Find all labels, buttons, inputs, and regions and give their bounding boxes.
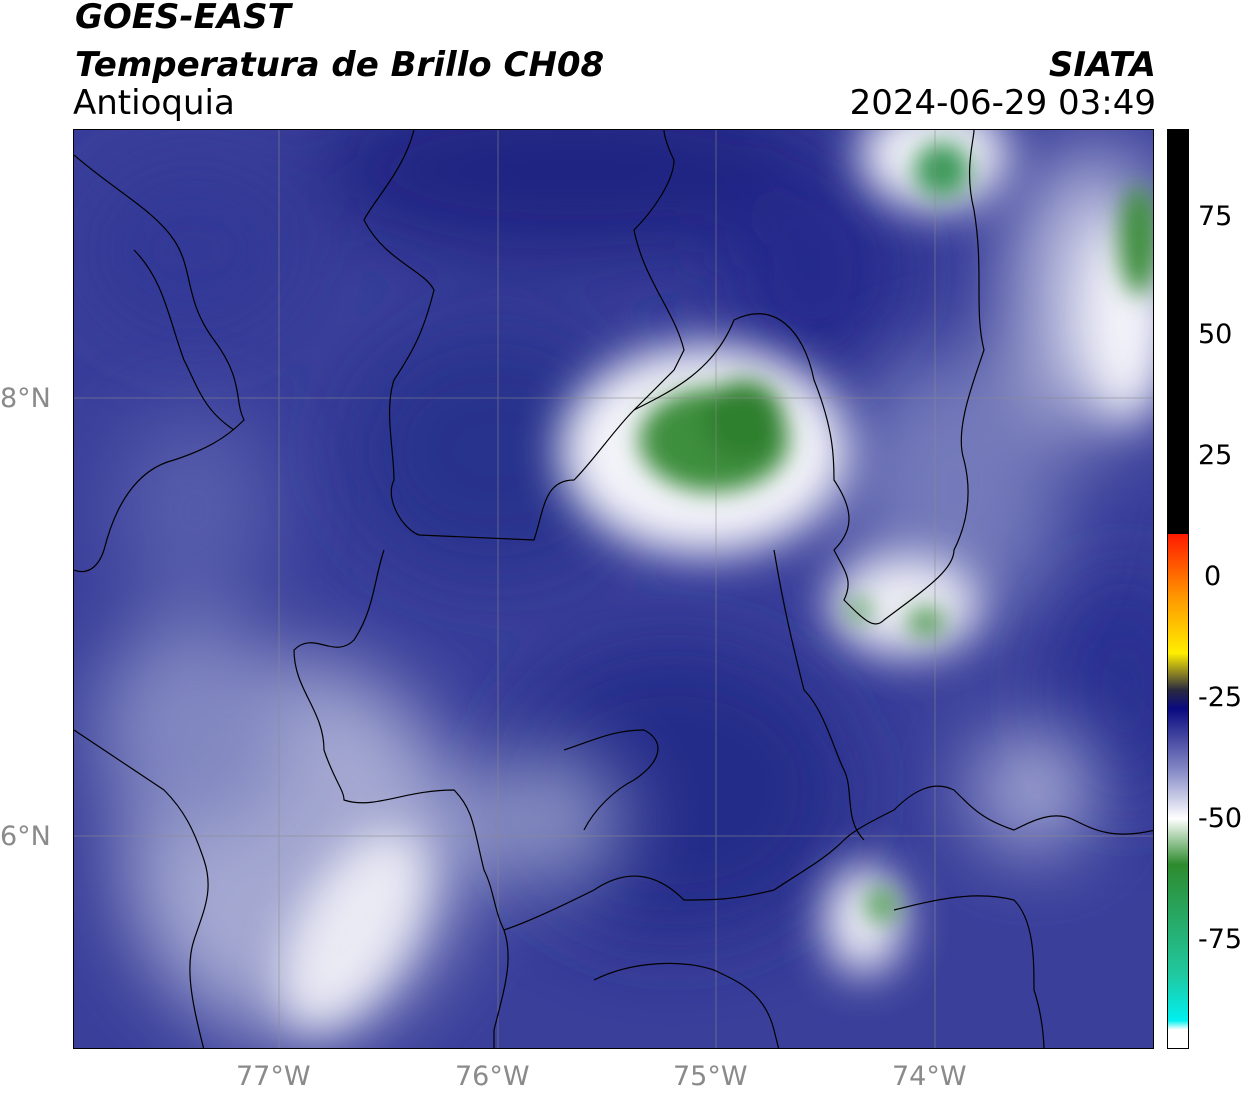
colorbar-tick-neg25: -25 (1198, 682, 1243, 713)
title-product: Temperatura de Brillo CH08 (75, 45, 605, 85)
colorbar-tick-50: 50 (1198, 319, 1233, 350)
subtitle-region: Antioquia (73, 83, 235, 123)
colorbar-tick-neg50: -50 (1198, 803, 1243, 834)
antioquia-boundary (363, 130, 685, 541)
lon-label-76W: 76°W (455, 1061, 530, 1092)
coastline (74, 154, 245, 573)
department-boundary-south (293, 549, 509, 1048)
municipal-boundary-1 (773, 549, 865, 841)
lat-label-6N: 6°N (0, 821, 51, 852)
light-cloud-regions (94, 150, 1153, 1040)
colorbar-tick-0: 0 (1204, 561, 1222, 592)
boundaries (74, 130, 1153, 1048)
municipal-boundary-4 (893, 895, 1045, 1048)
department-boundary-east (633, 130, 985, 625)
colorbar (1167, 129, 1189, 1049)
title-satellite: GOES-EAST (75, 0, 291, 37)
title-source: SIATA (1048, 45, 1156, 85)
lon-label-77W: 77°W (236, 1061, 311, 1092)
cold-cloud-cores (639, 142, 1153, 923)
lon-label-75W: 75°W (673, 1061, 748, 1092)
lon-label-74W: 74°W (892, 1061, 967, 1092)
colorbar-tick-25: 25 (1198, 440, 1233, 471)
municipal-boundary-3 (593, 962, 780, 1048)
subtitle-datetime: 2024-06-29 03:49 (849, 83, 1156, 123)
colorbar-tick-neg75: -75 (1198, 924, 1243, 955)
pacific-coast (74, 729, 209, 1048)
municipal-boundary-2 (563, 729, 659, 831)
department-boundary-southeast (503, 785, 1153, 931)
dark-navy-regions (84, 130, 1153, 940)
graticule (74, 130, 1153, 1048)
map-panel (73, 129, 1154, 1049)
river-atrato (133, 249, 235, 431)
brightness-temperature-field (74, 130, 1153, 1048)
colorbar-tick-75: 75 (1198, 201, 1233, 232)
lat-label-8N: 8°N (0, 383, 51, 414)
